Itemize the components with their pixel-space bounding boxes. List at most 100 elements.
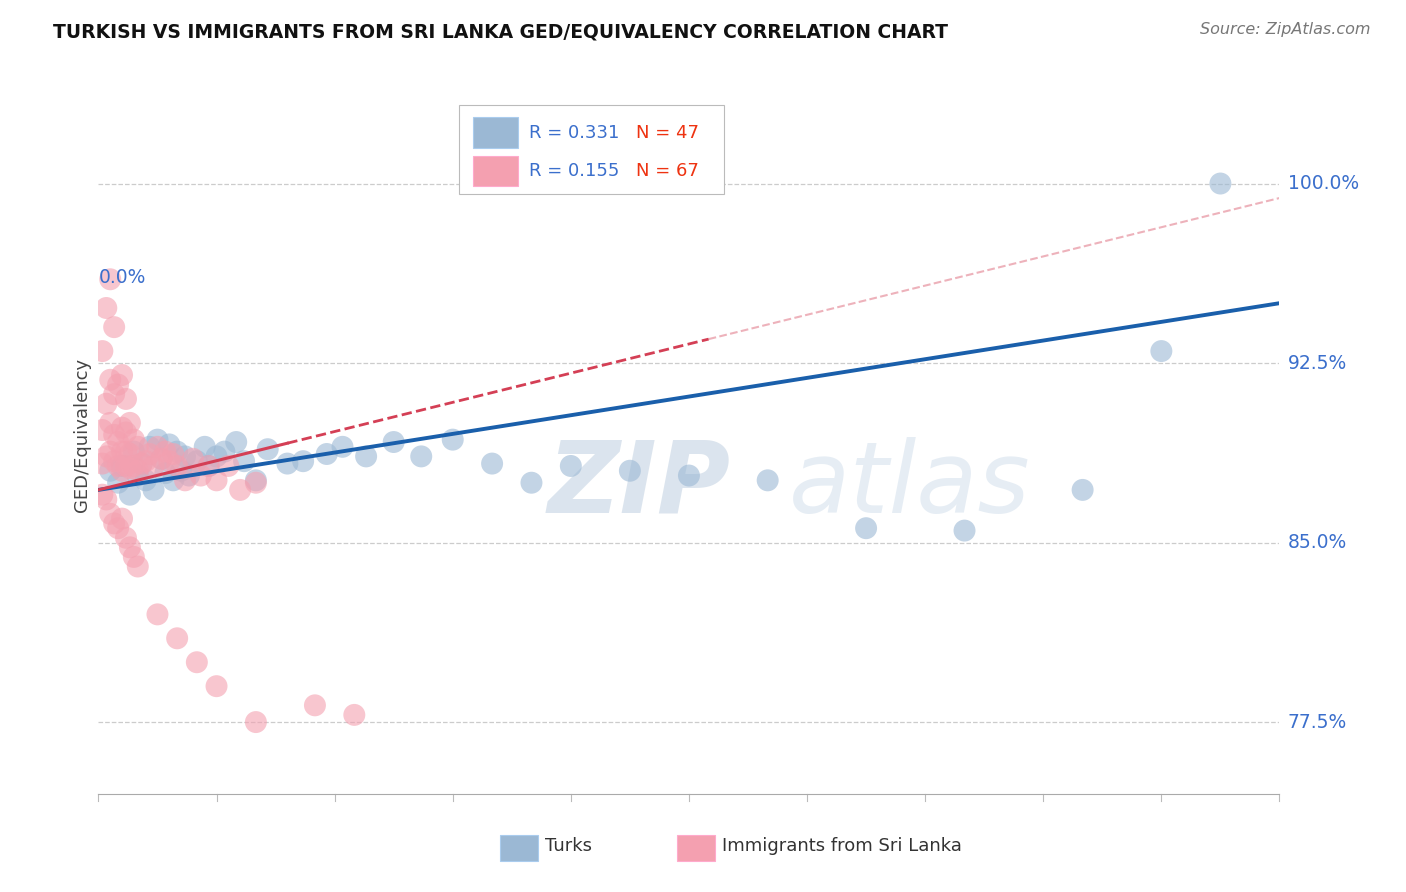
Point bbox=[343, 707, 366, 722]
Point bbox=[98, 373, 121, 387]
Point bbox=[98, 272, 121, 286]
Point bbox=[118, 488, 141, 502]
Point bbox=[157, 437, 180, 451]
Point bbox=[98, 444, 121, 458]
Point bbox=[131, 457, 153, 471]
Point bbox=[292, 454, 315, 468]
Point bbox=[91, 423, 114, 437]
Point bbox=[225, 435, 247, 450]
Point bbox=[127, 559, 149, 574]
Point bbox=[118, 541, 141, 555]
Point bbox=[135, 454, 157, 468]
Text: TURKISH VS IMMIGRANTS FROM SRI LANKA GED/EQUIVALENCY CORRELATION CHART: TURKISH VS IMMIGRANTS FROM SRI LANKA GED… bbox=[53, 22, 949, 41]
Point bbox=[146, 433, 169, 447]
Point bbox=[205, 450, 228, 464]
Point bbox=[245, 475, 267, 490]
Point bbox=[560, 458, 582, 473]
Point bbox=[411, 450, 433, 464]
Point bbox=[115, 425, 138, 440]
Point bbox=[619, 464, 641, 478]
Point bbox=[96, 301, 118, 315]
Point bbox=[107, 377, 129, 392]
Point bbox=[96, 450, 118, 464]
Point bbox=[174, 450, 197, 464]
Point bbox=[162, 473, 184, 487]
Bar bbox=[472, 155, 517, 186]
Text: R = 0.155: R = 0.155 bbox=[530, 161, 620, 179]
Point bbox=[98, 507, 121, 521]
Point bbox=[111, 444, 134, 458]
Point bbox=[157, 454, 180, 468]
Point bbox=[1150, 344, 1173, 359]
Point bbox=[166, 458, 188, 473]
Point bbox=[520, 475, 543, 490]
Point bbox=[205, 679, 228, 693]
Point bbox=[107, 521, 129, 535]
Point bbox=[91, 488, 114, 502]
Text: Source: ZipAtlas.com: Source: ZipAtlas.com bbox=[1201, 22, 1371, 37]
Point bbox=[115, 531, 138, 545]
Point bbox=[441, 433, 464, 447]
Text: 85.0%: 85.0% bbox=[1288, 533, 1347, 552]
Point bbox=[150, 451, 173, 466]
Bar bbox=[472, 118, 517, 147]
Point bbox=[315, 447, 337, 461]
Point bbox=[103, 454, 125, 468]
Point bbox=[111, 458, 134, 473]
Point bbox=[98, 464, 121, 478]
Text: atlas: atlas bbox=[789, 436, 1031, 533]
Text: R = 0.331: R = 0.331 bbox=[530, 124, 620, 142]
Point bbox=[111, 464, 134, 478]
Point bbox=[138, 440, 160, 454]
Point bbox=[181, 451, 204, 466]
Point bbox=[953, 524, 976, 538]
Point bbox=[122, 458, 145, 473]
Text: 92.5%: 92.5% bbox=[1288, 353, 1347, 373]
Point bbox=[96, 397, 118, 411]
Point bbox=[107, 458, 129, 473]
Point bbox=[304, 698, 326, 713]
Text: ZIP: ZIP bbox=[547, 436, 730, 533]
Point bbox=[229, 483, 252, 497]
Point bbox=[122, 549, 145, 564]
Point bbox=[142, 458, 165, 473]
Point bbox=[170, 464, 193, 478]
Point bbox=[190, 468, 212, 483]
Point bbox=[233, 454, 256, 468]
Point bbox=[115, 458, 138, 473]
Point bbox=[217, 458, 239, 473]
Point bbox=[103, 320, 125, 334]
Point bbox=[150, 451, 173, 466]
Point bbox=[107, 435, 129, 450]
Point bbox=[186, 454, 208, 468]
Point bbox=[177, 468, 200, 483]
Point bbox=[118, 461, 141, 475]
Point bbox=[103, 428, 125, 442]
Text: Turks: Turks bbox=[546, 837, 592, 855]
Point bbox=[91, 457, 114, 471]
Text: N = 67: N = 67 bbox=[636, 161, 699, 179]
Point bbox=[214, 444, 236, 458]
Text: N = 47: N = 47 bbox=[636, 124, 699, 142]
Point bbox=[155, 466, 177, 480]
Point bbox=[127, 468, 149, 483]
Point bbox=[91, 344, 114, 359]
Point bbox=[127, 440, 149, 454]
Point bbox=[197, 458, 219, 473]
Point bbox=[111, 368, 134, 382]
Text: 77.5%: 77.5% bbox=[1288, 713, 1347, 731]
Point bbox=[103, 516, 125, 531]
Point bbox=[855, 521, 877, 535]
Bar bbox=[678, 835, 714, 861]
Point bbox=[98, 416, 121, 430]
Point bbox=[142, 483, 165, 497]
Text: 100.0%: 100.0% bbox=[1288, 174, 1360, 193]
Point bbox=[96, 492, 118, 507]
Point bbox=[481, 457, 503, 471]
Point bbox=[756, 473, 779, 487]
Point bbox=[115, 392, 138, 406]
Point bbox=[166, 444, 188, 458]
Point bbox=[1071, 483, 1094, 497]
Point bbox=[118, 416, 141, 430]
Point bbox=[122, 433, 145, 447]
